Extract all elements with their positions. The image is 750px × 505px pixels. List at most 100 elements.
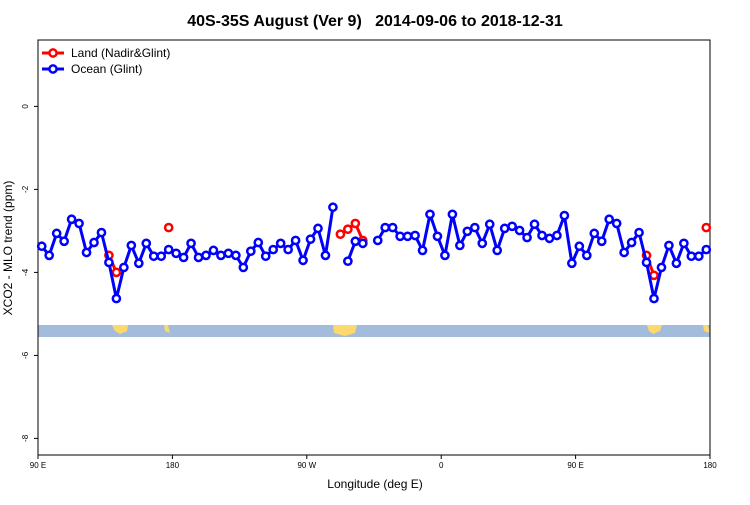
point [283, 244, 293, 255]
point [104, 257, 114, 268]
point [66, 214, 77, 225]
point [111, 267, 122, 278]
point [201, 250, 211, 261]
point [335, 229, 346, 240]
point [432, 231, 443, 242]
point [89, 237, 99, 248]
legend-marker [48, 48, 58, 58]
point [619, 247, 629, 258]
point [574, 241, 585, 252]
point [350, 236, 361, 247]
point [402, 231, 413, 242]
point [664, 240, 674, 251]
point [298, 255, 308, 266]
point [514, 225, 525, 236]
point [410, 230, 420, 241]
x-tick-label: 0 [439, 461, 444, 470]
x-axis-label: Longitude (deg E) [327, 477, 422, 491]
y-tick-label: -2 [21, 185, 30, 193]
chart-title: 40S-35S August (Ver 9) 2014-09-06 to 201… [187, 13, 563, 30]
point [581, 250, 592, 261]
point [552, 230, 562, 241]
point [81, 247, 92, 258]
point [649, 270, 659, 281]
point [701, 244, 712, 255]
point [163, 244, 174, 255]
point [111, 293, 122, 304]
point [275, 238, 286, 249]
point [343, 256, 353, 267]
point [51, 228, 62, 239]
point [544, 233, 555, 244]
point [529, 219, 540, 230]
point [231, 250, 241, 261]
x-tick-label: 90 E [30, 461, 46, 470]
point [701, 222, 712, 233]
legend-marker [48, 64, 58, 74]
point [328, 202, 338, 213]
point [447, 209, 458, 220]
point [372, 235, 383, 246]
point [163, 222, 174, 233]
point [253, 237, 264, 248]
point [559, 210, 570, 221]
point [469, 222, 480, 233]
point [507, 221, 517, 232]
point [440, 250, 450, 261]
point [208, 245, 219, 256]
point [238, 262, 249, 273]
point [611, 218, 622, 229]
point [604, 214, 615, 225]
point [268, 244, 279, 255]
point [387, 222, 398, 233]
x-tick-label: 90 W [297, 461, 316, 470]
point [148, 251, 159, 262]
y-tick-label: -8 [21, 434, 30, 442]
point [320, 250, 331, 261]
x-tick-label: 180 [703, 461, 717, 470]
point [223, 248, 234, 259]
point [492, 245, 503, 256]
point [634, 227, 644, 238]
point [44, 250, 55, 261]
point [216, 250, 226, 261]
point [178, 252, 189, 263]
y-axis-label: XCO2 - MLO trend (ppm) [1, 181, 15, 316]
y-tick-label: 0 [21, 104, 30, 109]
point [126, 240, 137, 251]
y-tick-label: -4 [21, 268, 30, 276]
point [671, 258, 682, 269]
point [357, 238, 368, 249]
point [522, 232, 532, 243]
point [290, 235, 301, 246]
point [477, 238, 488, 249]
point [567, 258, 577, 269]
point [656, 262, 667, 273]
point [133, 258, 144, 269]
legend-label: Ocean (Glint) [71, 62, 142, 76]
point [417, 245, 428, 256]
point [313, 223, 323, 234]
point [59, 236, 69, 247]
map-strip [38, 325, 710, 337]
point [186, 238, 196, 249]
y-tick-label: -6 [21, 351, 30, 359]
point [305, 234, 316, 245]
point [260, 251, 271, 262]
point [171, 248, 181, 259]
point [693, 251, 704, 262]
point [380, 222, 391, 233]
legend-label: Land (Nadir&Glint) [71, 46, 170, 60]
point [499, 223, 510, 234]
point [193, 252, 204, 263]
point [245, 246, 256, 257]
point [686, 251, 697, 262]
point [350, 218, 361, 229]
point [425, 209, 435, 220]
point [141, 238, 152, 249]
point [119, 262, 129, 273]
point [626, 237, 637, 248]
point [537, 230, 547, 241]
point [96, 227, 107, 238]
